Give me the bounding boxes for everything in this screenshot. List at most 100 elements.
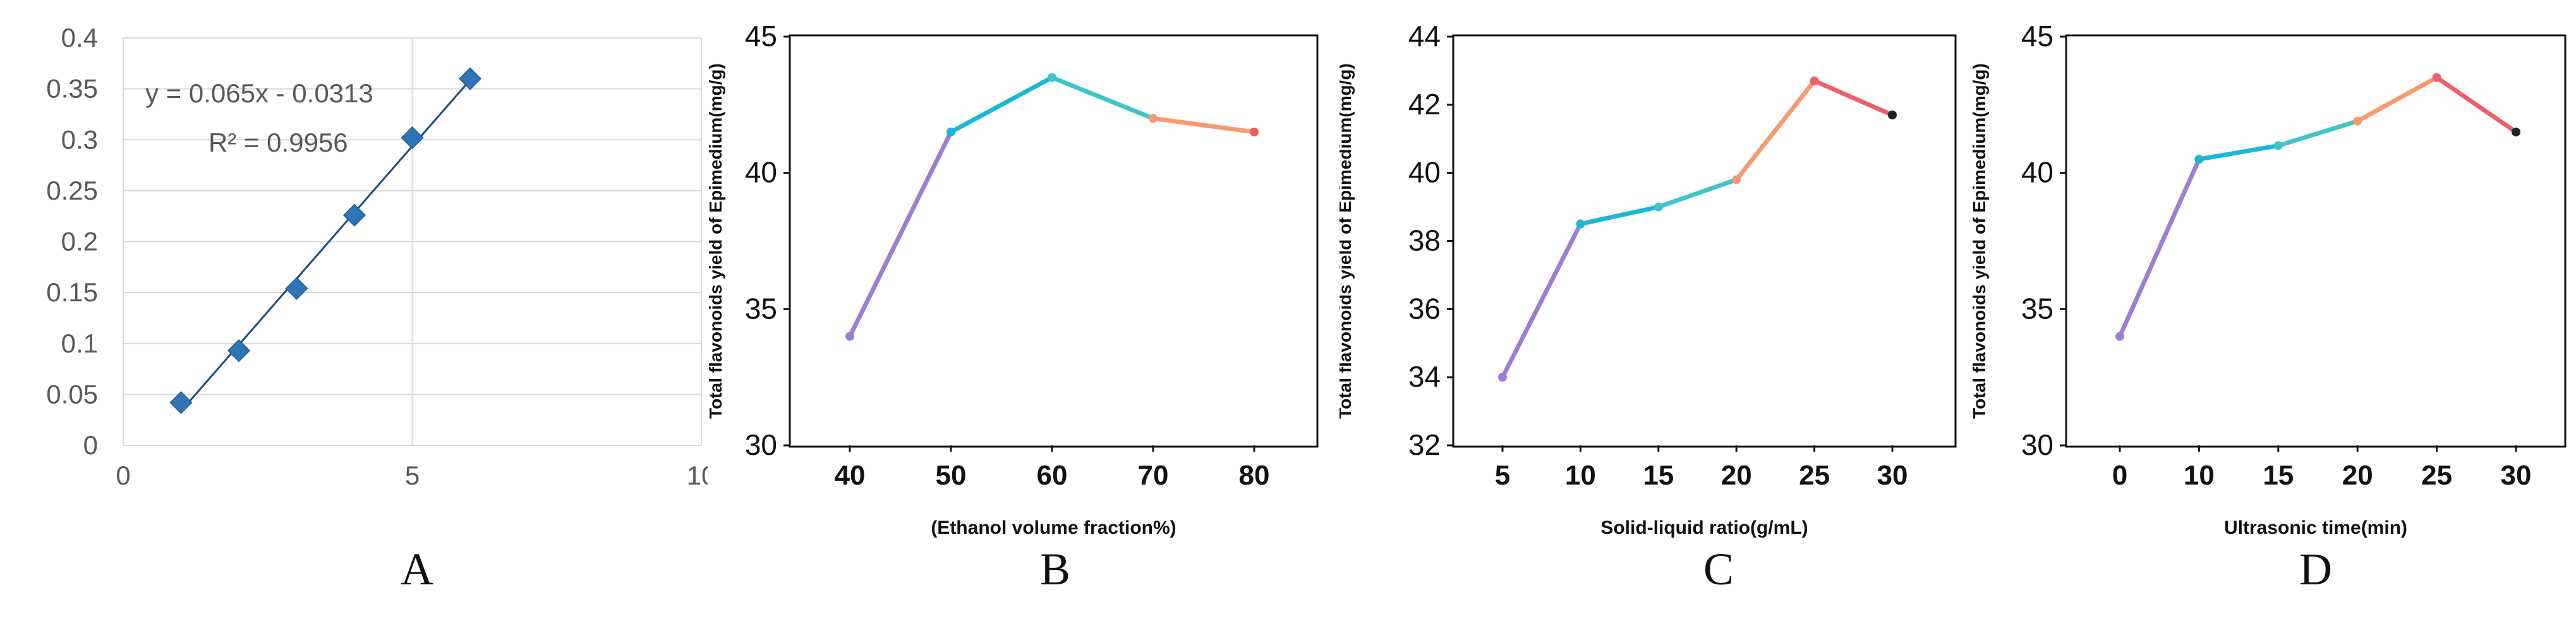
scatter-point — [285, 277, 308, 300]
data-point — [946, 127, 955, 136]
x-tick-label: 70 — [1138, 460, 1169, 491]
x-axis-label: Solid-liquid ratio(g/mL) — [1600, 517, 1808, 538]
equation-label: y = 0.065x - 0.0313 — [145, 78, 373, 108]
panel-label-b: B — [1039, 544, 1071, 594]
line-segment — [1151, 116, 1257, 135]
x-tick-label: 15 — [2263, 460, 2294, 491]
data-point — [2512, 127, 2520, 136]
scatter-point — [458, 67, 482, 90]
x-tick-label: 30 — [1877, 460, 1908, 491]
line-segment — [1656, 177, 1739, 210]
x-tick-label: 30 — [2501, 460, 2532, 491]
x-tick-label: 0 — [2112, 460, 2127, 491]
x-tick-label-a: 5 — [405, 461, 420, 490]
y-tick-label: 40 — [745, 156, 777, 189]
y-axis-label: Total flavonoids yield of Epimedium(mg/g… — [1339, 63, 1355, 419]
y-tick-label-a: 0.1 — [61, 329, 98, 358]
line-segment — [2196, 143, 2281, 162]
panel-a: 0 0.05 0.1 0.15 0.2 0.25 0.3 0.35 0.4 0 5 10 y = 0.0… — [0, 0, 708, 621]
panel-d: 30 35 40 45 0 10 15 20 25 30 Ultrasonic time(min) T… — [1971, 0, 2576, 621]
chart-a-svg: 0 0.05 0.1 0.15 0.2 0.25 0.3 0.35 0.4 0 5 10 y = 0.0… — [46, 23, 708, 490]
y-axis-label: Total flavonoids yield of Epimedium(mg/g… — [1971, 63, 1989, 419]
y-tick-label: 30 — [745, 428, 777, 461]
scatter-point — [227, 339, 251, 363]
line-segment — [1578, 205, 1661, 227]
chart-d-svg: 30 35 40 45 0 10 15 20 25 30 Ultrasonic time(min) T… — [1971, 20, 2567, 538]
trendline-a — [180, 79, 471, 412]
line-segment — [847, 130, 953, 339]
y-tick-label-a: 0.15 — [46, 277, 98, 307]
line-segment — [2355, 75, 2440, 124]
x-tick-label: 20 — [1721, 460, 1752, 491]
y-tick-label: 44 — [1408, 20, 1441, 52]
line-segment — [1500, 222, 1583, 380]
x-tick-label: 25 — [1799, 460, 1830, 491]
y-tick-label: 32 — [1408, 428, 1441, 461]
plot-frame — [789, 34, 1319, 448]
y-tick-label: 34 — [1408, 360, 1441, 393]
plot-frame — [2065, 34, 2567, 448]
y-tick-label-a: 0.35 — [46, 74, 98, 104]
y-tick-label-a: 0 — [83, 430, 98, 460]
y-tick-label-a: 0.05 — [46, 379, 98, 409]
data-point — [2194, 155, 2204, 164]
chart-b-svg: 30 35 40 45 40 50 60 70 80 (Ethanol volume fracti… — [708, 20, 1319, 538]
y-tick-label: 35 — [2021, 292, 2053, 325]
y-tick-label-a: 0.3 — [61, 124, 98, 154]
line-segment — [948, 75, 1055, 135]
y-tick-label-a: 0.25 — [46, 176, 98, 205]
x-tick-label: 60 — [1037, 460, 1068, 491]
data-point — [1810, 76, 1819, 86]
data-point — [1654, 202, 1663, 212]
line-segment — [2276, 119, 2360, 148]
panel-label-a: A — [401, 544, 433, 594]
data-point — [1250, 127, 1259, 136]
data-point — [2273, 141, 2283, 150]
y-tick-label-a: 0.4 — [61, 23, 98, 52]
y-tick-label: 30 — [2021, 428, 2053, 461]
x-tick-label-a: 0 — [116, 461, 130, 490]
y-tick-label: 36 — [1408, 292, 1441, 325]
data-point — [1576, 219, 1585, 229]
y-tick-label: 45 — [2021, 20, 2053, 52]
line-segment — [2434, 75, 2519, 135]
data-point — [2353, 116, 2362, 126]
panel-b: 30 35 40 45 40 50 60 70 80 (Ethanol volume fracti… — [708, 0, 1339, 621]
data-point — [1149, 114, 1158, 123]
data-point — [2115, 332, 2124, 341]
data-point — [845, 332, 854, 341]
line-segment — [2117, 157, 2201, 339]
x-tick-label: 50 — [936, 460, 967, 491]
x-tick-label: 20 — [2342, 460, 2373, 491]
y-tick-label: 40 — [2021, 156, 2053, 189]
x-tick-label: 80 — [1239, 460, 1270, 491]
y-tick-label: 40 — [1408, 156, 1441, 189]
x-tick-label-a: 10 — [687, 461, 708, 490]
scatter-point — [401, 126, 424, 150]
chart-c-svg: 32 34 36 38 40 42 44 5 10 15 20 25 30 Solid-liquid ra… — [1339, 20, 1957, 538]
x-tick-label: 40 — [835, 460, 866, 491]
scatter-point — [169, 391, 193, 414]
line-segment — [1812, 78, 1895, 118]
y-axis-label: Total flavonoids yield of Epimedium(mg/g… — [708, 63, 725, 419]
y-tick-label: 45 — [745, 20, 777, 52]
r2-label: R² = 0.9956 — [209, 128, 348, 157]
y-tick-label-a: 0.2 — [61, 227, 98, 256]
line-segment — [1049, 75, 1156, 121]
x-axis-label: Ultrasonic time(min) — [2224, 517, 2407, 538]
x-tick-label: 25 — [2421, 460, 2452, 491]
scatter-point — [342, 203, 366, 227]
x-axis-label: (Ethanol volume fraction%) — [931, 517, 1176, 538]
panel-label-c: C — [1703, 544, 1734, 594]
y-tick-label: 38 — [1408, 224, 1441, 257]
plot-frame — [1452, 34, 1957, 448]
x-tick-label: 10 — [2184, 460, 2215, 491]
data-point — [1048, 73, 1056, 82]
x-tick-label: 10 — [1565, 460, 1596, 491]
data-point — [1732, 175, 1741, 184]
y-tick-label: 35 — [745, 292, 777, 325]
data-point — [2432, 73, 2441, 82]
x-tick-label: 15 — [1643, 460, 1674, 491]
data-point — [1888, 111, 1897, 120]
data-point — [1498, 373, 1507, 382]
